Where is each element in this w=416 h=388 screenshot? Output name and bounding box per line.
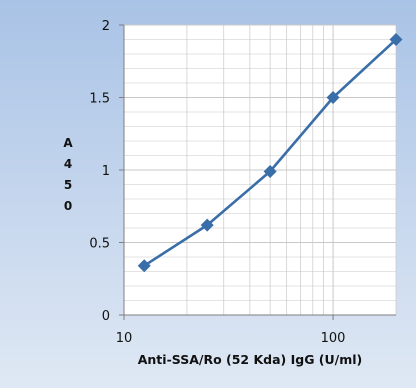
data-point-marker bbox=[137, 259, 151, 273]
y-tick-label: 1 bbox=[102, 164, 110, 179]
y-tick-label: 0.5 bbox=[89, 237, 110, 252]
y-axis-title-char: 0 bbox=[64, 199, 72, 213]
y-axis-title-char: 4 bbox=[64, 157, 72, 171]
x-tick-label: 10 bbox=[116, 331, 133, 346]
x-axis-title: Anti-SSA/Ro (52 Kda) IgG (U/ml) bbox=[138, 352, 363, 367]
y-axis-title: A 4 5 0 bbox=[63, 136, 73, 213]
data-point-marker bbox=[389, 33, 403, 46]
y-tick-label: 1.5 bbox=[89, 92, 110, 107]
gridlines bbox=[124, 24, 397, 315]
y-tick-label: 2 bbox=[102, 19, 110, 34]
data-point-marker bbox=[326, 91, 340, 104]
axes bbox=[119, 24, 396, 320]
y-axis-title-char: A bbox=[63, 136, 73, 150]
y-axis-title-char: 5 bbox=[64, 178, 72, 192]
data-point-marker bbox=[263, 164, 277, 178]
data-series bbox=[137, 33, 403, 273]
data-point-marker bbox=[200, 218, 214, 232]
x-tick-label: 100 bbox=[321, 331, 346, 346]
tick-labels: 0 0.5 1 1.5 2 10 100 bbox=[89, 19, 345, 346]
y-tick-label: 0 bbox=[102, 309, 110, 324]
